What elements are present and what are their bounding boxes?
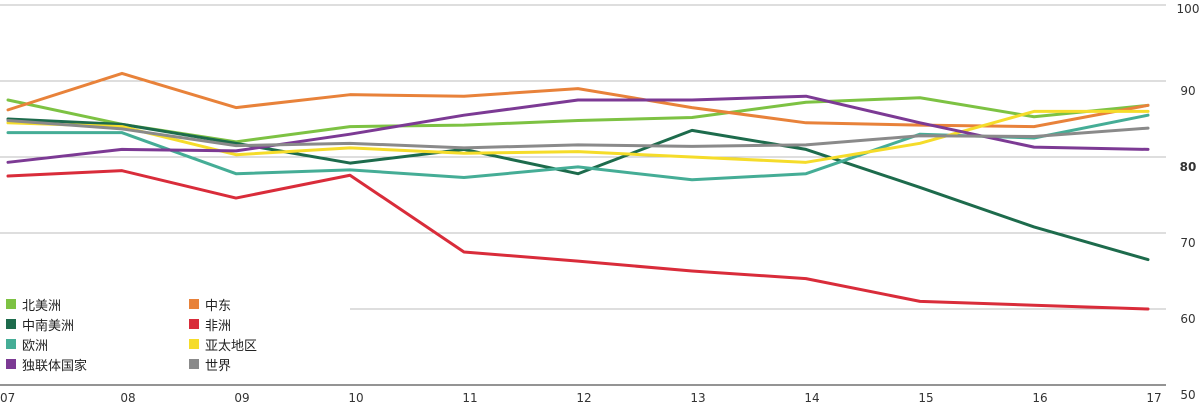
legend-item-north-america: 北美洲	[6, 295, 62, 314]
x-tick-label: 16	[1032, 391, 1047, 405]
legend-label: 独联体国家	[22, 358, 88, 374]
y-tick-label: 60	[1180, 312, 1195, 326]
legend-item-middle-east: 中东	[189, 295, 232, 314]
legend-swatch	[189, 359, 199, 369]
legend-item-africa: 非洲	[189, 315, 232, 334]
series-line	[6, 94, 1150, 164]
legend-swatch	[6, 359, 16, 369]
x-axis-ticks: 07 08 09 10 11 12 13 14 15 16 17	[0, 391, 1162, 405]
legend-label: 非洲	[205, 318, 232, 334]
x-tick-label: 13	[690, 391, 705, 405]
x-tick-label: 14	[804, 391, 819, 405]
legend-item-central-south-america: 中南美洲	[6, 315, 75, 334]
y-tick-label: 100	[1177, 2, 1200, 16]
x-tick-label: 15	[918, 391, 933, 405]
legend-label: 中南美洲	[22, 318, 75, 334]
x-tick-label: 10	[348, 391, 363, 405]
y-tick-label: 80	[1180, 160, 1197, 174]
legend-label: 欧洲	[22, 338, 49, 354]
series-line	[6, 119, 1150, 150]
x-tick-label: 17	[1146, 391, 1161, 405]
legend-item-world: 世界	[189, 355, 232, 374]
x-tick-label: 09	[234, 391, 249, 405]
x-tick-label: 12	[576, 391, 591, 405]
series-line	[6, 109, 1150, 164]
legend-swatch	[6, 299, 16, 309]
legend-swatch	[6, 319, 16, 329]
y-axis-ticks: 100 90 80 70 60 50	[1177, 2, 1200, 402]
y-tick-label: 90	[1180, 84, 1195, 98]
series-lines	[6, 71, 1150, 311]
legend-item-europe: 欧洲	[6, 335, 49, 354]
legend-item-asia-pacific: 亚太地区	[189, 335, 258, 354]
legend-swatch	[189, 299, 199, 309]
x-tick-label: 08	[120, 391, 135, 405]
y-tick-label: 70	[1180, 236, 1195, 250]
legend-label: 亚太地区	[205, 338, 258, 354]
series-line	[6, 71, 1150, 129]
legend-label: 世界	[205, 358, 232, 374]
legend-swatch	[6, 339, 16, 349]
legend-item-cis: 独联体国家	[6, 355, 88, 374]
x-tick-label: 11	[462, 391, 477, 405]
legend-label: 中东	[205, 298, 232, 314]
y-tick-label: 50	[1180, 388, 1195, 402]
legend-swatch	[189, 339, 199, 349]
x-tick-label: 07	[0, 391, 15, 405]
series-line	[6, 117, 1150, 262]
legend-label: 北美洲	[22, 298, 62, 314]
gridlines	[0, 4, 1166, 386]
legend-swatch	[189, 319, 199, 329]
series-line	[6, 169, 1150, 311]
